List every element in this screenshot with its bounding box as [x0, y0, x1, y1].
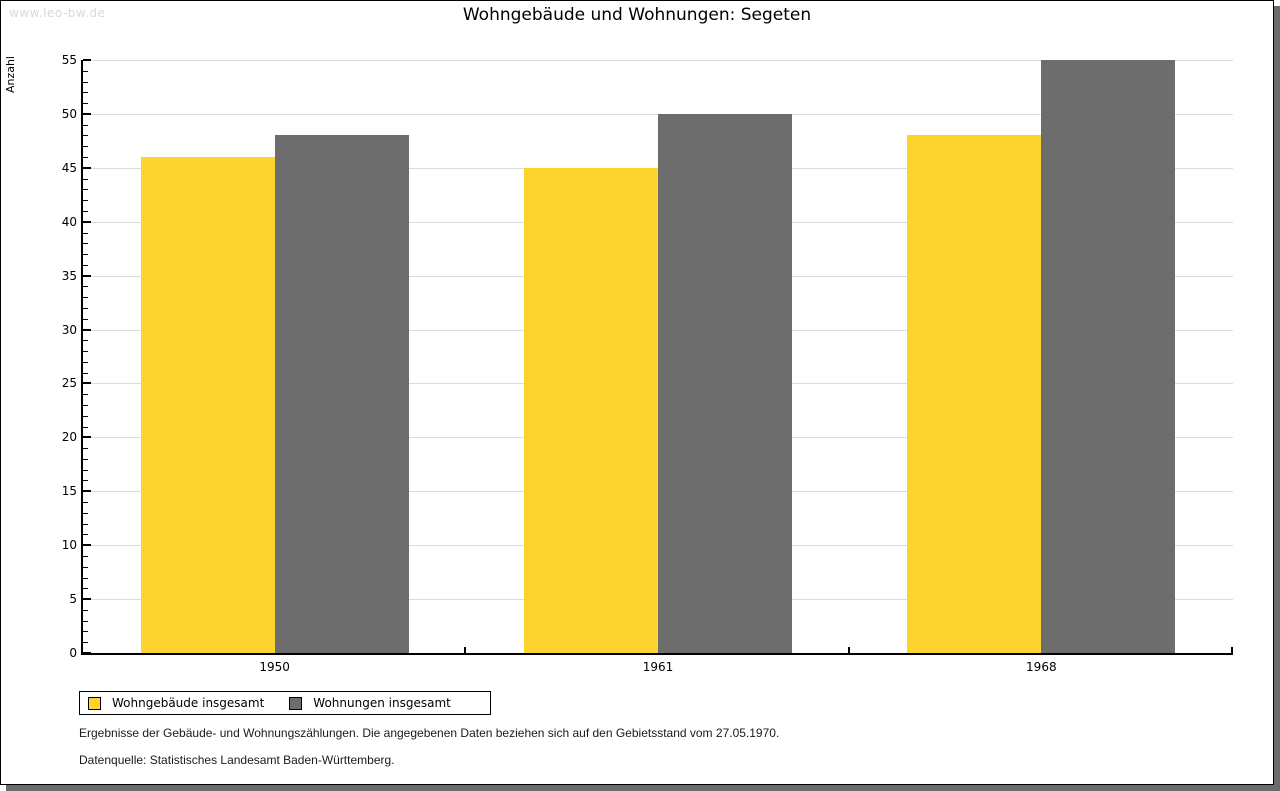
legend-label: Wohngebäude insgesamt — [112, 696, 265, 710]
y-major-tick — [83, 544, 91, 547]
y-minor-tick — [83, 405, 88, 407]
y-minor-tick — [83, 340, 88, 342]
footnote-gebietsstand: Ergebnisse der Gebäude- und Wohnungszähl… — [79, 726, 780, 740]
y-tick-label: 20 — [61, 430, 77, 445]
y-tick-label: 50 — [61, 106, 77, 121]
y-minor-tick — [83, 415, 88, 417]
y-minor-tick — [83, 318, 88, 320]
y-minor-tick — [83, 502, 88, 504]
y-minor-tick — [83, 631, 88, 633]
y-minor-tick — [83, 372, 88, 374]
plot-area: 0 5 10 15 20 25 30 35 40 45 50 55 1950 1961 1968 — [62, 53, 1233, 674]
x-tick — [847, 647, 850, 653]
y-tick-label: 45 — [61, 160, 77, 175]
y-axis-label: Anzahl — [4, 56, 17, 94]
gridline — [83, 60, 1233, 61]
y-minor-tick — [83, 609, 88, 611]
y-tick-label: 55 — [61, 53, 77, 67]
y-major-tick — [83, 112, 91, 115]
footnote-datenquelle: Datenquelle: Statistisches Landesamt Bad… — [79, 753, 395, 767]
y-minor-tick — [83, 178, 88, 180]
legend-label: Wohnungen insgesamt — [313, 696, 451, 710]
y-minor-tick — [83, 135, 88, 137]
y-minor-tick — [83, 512, 88, 514]
y-minor-tick — [83, 469, 88, 471]
y-minor-tick — [83, 189, 88, 191]
y-minor-tick — [83, 480, 88, 482]
y-minor-tick — [83, 534, 88, 536]
bar-1968-series0 — [907, 135, 1042, 653]
y-tick-label: 15 — [61, 484, 77, 499]
x-tick — [464, 647, 467, 653]
bar-1950-series0 — [140, 157, 275, 653]
y-minor-tick — [83, 200, 88, 202]
y-minor-tick — [83, 458, 88, 460]
y-major-tick — [83, 490, 91, 493]
bar-1961-series0 — [524, 167, 658, 653]
y-minor-tick — [83, 81, 88, 83]
y-minor-tick — [83, 92, 88, 94]
y-tick-label: 40 — [61, 214, 77, 229]
legend-item-0: Wohngebäude insgesamt — [88, 696, 264, 710]
bar-1950-series1 — [274, 135, 409, 653]
y-tick-label: 0 — [69, 646, 77, 660]
y-major-tick — [83, 166, 91, 169]
y-minor-tick — [83, 232, 88, 234]
y-tick-label: 10 — [61, 538, 77, 553]
bar-1961-series1 — [658, 113, 792, 653]
y-minor-tick — [83, 588, 88, 590]
legend: Wohngebäude insgesamt Wohnungen insgesamt — [79, 691, 491, 715]
y-minor-tick — [83, 642, 88, 644]
x-category-label: 1961 — [642, 660, 674, 674]
y-minor-tick — [83, 448, 88, 450]
y-minor-tick — [83, 146, 88, 148]
y-minor-tick — [83, 555, 88, 557]
y-minor-tick — [83, 351, 88, 353]
drop-shadow-bottom — [6, 785, 1274, 791]
y-tick-label: 25 — [61, 376, 77, 391]
x-category-label: 1968 — [1026, 660, 1057, 674]
legend-item-1: Wohnungen insgesamt — [289, 696, 451, 710]
y-minor-tick — [83, 394, 88, 396]
y-minor-tick — [83, 426, 88, 428]
watermark: www.leo-bw.de — [9, 6, 106, 20]
chart-title: Wohngebäude und Wohnungen: Segeten — [462, 5, 812, 25]
y-minor-tick — [83, 70, 88, 72]
legend-swatch-icon — [88, 696, 101, 710]
bar-1968-series1 — [1041, 60, 1176, 653]
y-tick-label: 5 — [69, 592, 77, 607]
x-tick — [1231, 647, 1233, 653]
y-minor-tick — [83, 243, 88, 245]
y-minor-tick — [83, 264, 88, 266]
y-major-tick — [83, 328, 91, 331]
y-minor-tick — [83, 103, 88, 105]
y-tick-label: 30 — [61, 322, 77, 337]
y-major-tick — [83, 59, 91, 61]
y-minor-tick — [83, 157, 88, 159]
y-minor-tick — [83, 307, 88, 309]
y-minor-tick — [83, 523, 88, 525]
legend-swatch-icon — [289, 696, 303, 710]
y-minor-tick — [83, 297, 88, 299]
y-tick-label: 35 — [61, 268, 77, 283]
y-minor-tick — [83, 286, 88, 288]
y-major-tick — [83, 652, 91, 654]
y-major-tick — [83, 598, 91, 601]
x-category-label: 1950 — [259, 660, 290, 674]
y-minor-tick — [83, 210, 88, 212]
y-minor-tick — [83, 124, 88, 126]
y-minor-tick — [83, 566, 88, 568]
y-major-tick — [83, 382, 91, 385]
y-major-tick — [83, 436, 91, 439]
y-minor-tick — [83, 361, 88, 363]
y-minor-tick — [83, 254, 88, 256]
y-major-tick — [83, 220, 91, 223]
y-major-tick — [83, 274, 91, 277]
y-minor-tick — [83, 577, 88, 579]
y-minor-tick — [83, 620, 88, 622]
drop-shadow-right — [1274, 6, 1280, 791]
